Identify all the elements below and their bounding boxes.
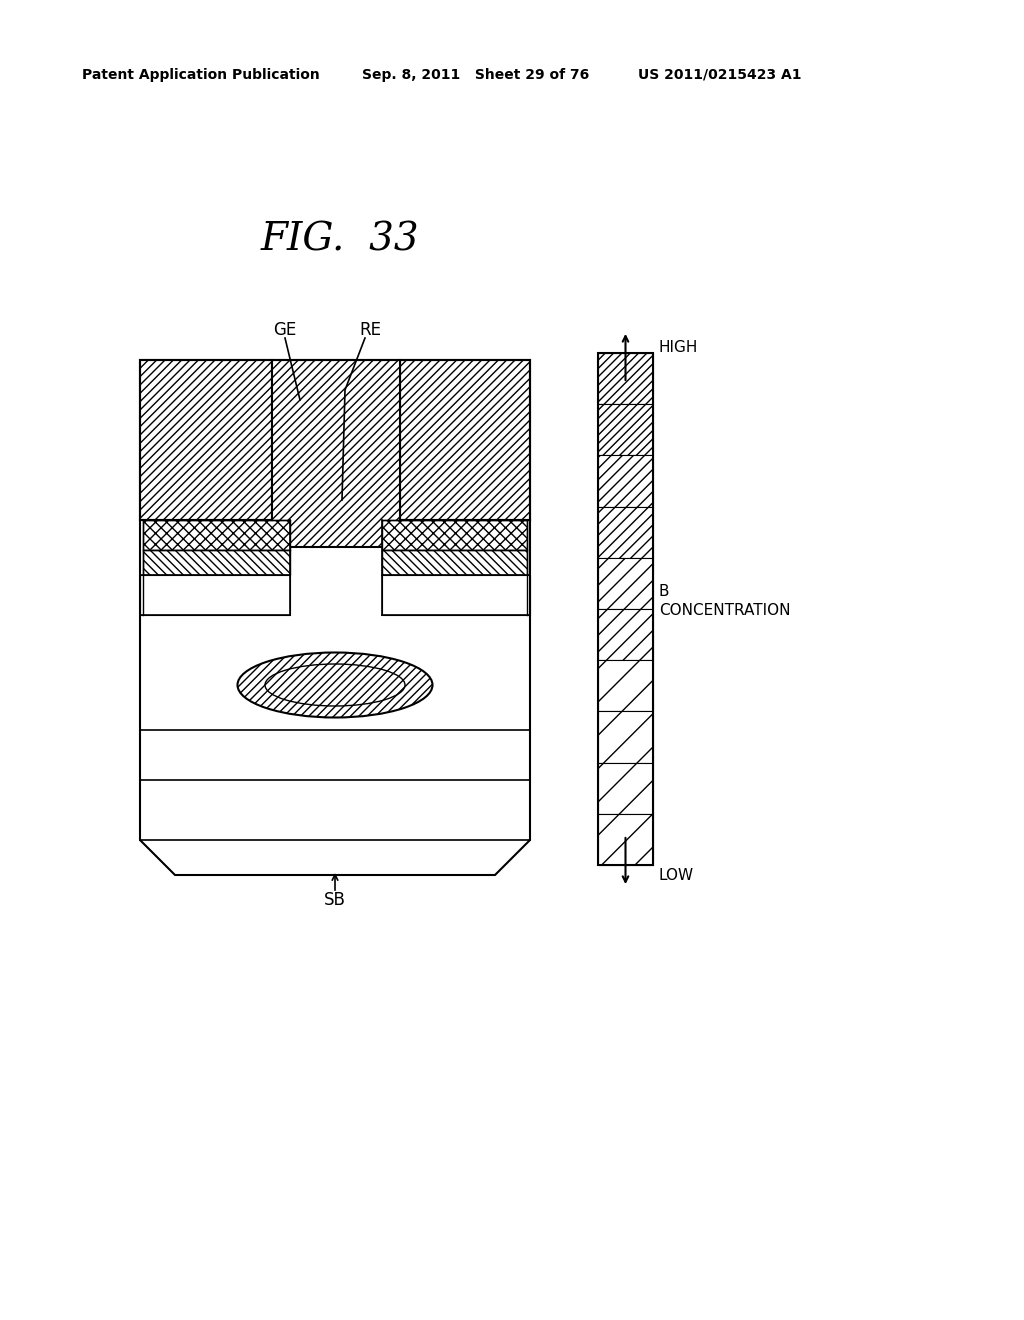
Text: FIG.  33: FIG. 33 <box>261 222 419 259</box>
Text: Sep. 8, 2011   Sheet 29 of 76: Sep. 8, 2011 Sheet 29 of 76 <box>362 69 589 82</box>
Polygon shape <box>598 660 653 711</box>
Polygon shape <box>382 550 527 576</box>
Text: GE: GE <box>273 321 297 339</box>
Polygon shape <box>140 576 290 615</box>
Polygon shape <box>598 558 653 609</box>
Polygon shape <box>598 352 653 404</box>
Ellipse shape <box>238 652 432 718</box>
Text: RE: RE <box>359 321 381 339</box>
Polygon shape <box>140 360 272 520</box>
Polygon shape <box>598 455 653 507</box>
Ellipse shape <box>265 664 406 706</box>
Polygon shape <box>598 609 653 660</box>
Polygon shape <box>598 711 653 763</box>
Polygon shape <box>382 576 530 615</box>
Polygon shape <box>598 404 653 455</box>
Text: SB: SB <box>324 891 346 909</box>
Polygon shape <box>272 360 400 565</box>
Text: LOW: LOW <box>659 867 694 883</box>
Polygon shape <box>598 763 653 814</box>
Polygon shape <box>598 814 653 865</box>
Text: US 2011/0215423 A1: US 2011/0215423 A1 <box>638 69 802 82</box>
Text: Patent Application Publication: Patent Application Publication <box>82 69 319 82</box>
Text: B
CONCENTRATION: B CONCENTRATION <box>659 585 791 618</box>
Polygon shape <box>598 507 653 558</box>
Text: HIGH: HIGH <box>659 341 698 355</box>
Polygon shape <box>140 360 530 875</box>
Polygon shape <box>143 550 290 576</box>
Polygon shape <box>382 520 527 550</box>
Polygon shape <box>140 615 530 634</box>
Polygon shape <box>400 360 530 520</box>
Polygon shape <box>143 520 290 550</box>
